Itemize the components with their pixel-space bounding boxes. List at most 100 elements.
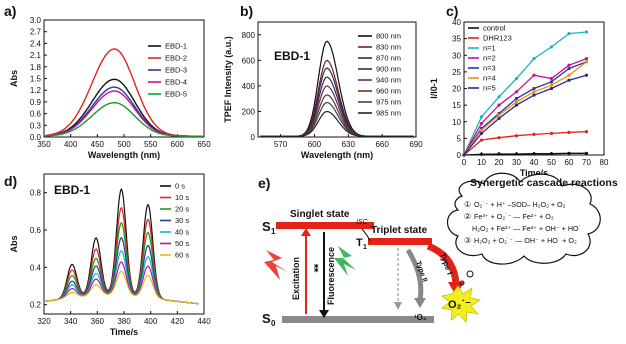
y-tick-label: 40 bbox=[452, 18, 461, 27]
series-line bbox=[463, 31, 587, 156]
data-point bbox=[584, 73, 589, 77]
t1-subscript: 1 bbox=[363, 244, 367, 251]
y-tick-label: 5 bbox=[457, 134, 462, 143]
data-point bbox=[479, 128, 484, 132]
y-axis-label: Abs bbox=[9, 70, 19, 87]
series-line bbox=[463, 57, 587, 156]
data-point bbox=[584, 30, 589, 34]
y-axis-label: Abs bbox=[9, 235, 19, 252]
x-axis-label: Wavelength (nm) bbox=[88, 150, 160, 160]
y-tick-label: 2.1 bbox=[30, 51, 42, 60]
data-point bbox=[479, 131, 484, 135]
panel-label: c) bbox=[446, 3, 458, 19]
x-tick-label: 350 bbox=[37, 140, 51, 149]
x-tick-label: 70 bbox=[582, 158, 591, 167]
x-axis-label: Time/s bbox=[520, 168, 548, 178]
data-point bbox=[549, 86, 554, 91]
y-tick-label: 400 bbox=[242, 82, 256, 91]
x-tick-label: 650 bbox=[197, 140, 211, 149]
legend-entry: 20 s bbox=[175, 205, 189, 214]
x-tick-label: 690 bbox=[409, 140, 423, 149]
data-point bbox=[514, 103, 519, 107]
y-tick-label: 0 bbox=[457, 151, 462, 160]
x-tick-label: 20 bbox=[495, 158, 504, 167]
panel-label: d) bbox=[4, 173, 17, 189]
panel-c: c)0 10 20 30 40 50 60 70 800510152025303540Time/… bbox=[429, 3, 609, 178]
legend-entry: 870 nm bbox=[376, 54, 401, 63]
panel-label: a) bbox=[4, 3, 16, 19]
cloud-bubble-1 bbox=[466, 270, 474, 278]
legend-entry: 830 nm bbox=[376, 43, 401, 52]
data-point bbox=[497, 103, 501, 107]
type1-arrow bbox=[426, 242, 460, 285]
y-tick-label: 35 bbox=[452, 35, 461, 44]
s0-subscript: 0 bbox=[271, 319, 276, 328]
t1-label: T bbox=[356, 237, 363, 249]
data-point bbox=[549, 80, 554, 84]
legend-entry: 10 s bbox=[175, 193, 189, 202]
data-point bbox=[532, 132, 536, 136]
data-point bbox=[479, 138, 484, 142]
y-tick-label: 30 bbox=[452, 51, 461, 60]
legend-entry: EBD-1 bbox=[165, 42, 187, 51]
x-tick-label: 400 bbox=[64, 140, 78, 149]
legend-entry: 975 nm bbox=[376, 98, 401, 107]
panel-e-label: e) bbox=[258, 175, 270, 191]
reaction3-text: H₂O₂ + O₂˙⁻ ⎯⎯ OH⁻ + HO˙ + O₂ bbox=[474, 236, 577, 245]
data-point bbox=[549, 45, 554, 49]
y-tick-label: 0.9 bbox=[30, 98, 42, 107]
x-axis-label: Time/s bbox=[110, 327, 138, 337]
data-point bbox=[532, 86, 536, 91]
series-line bbox=[45, 101, 203, 137]
legend-entry: n=4 bbox=[483, 74, 496, 83]
data-point bbox=[549, 152, 554, 156]
s1-label: S bbox=[262, 219, 271, 234]
y-axis-label: I/I0-1 bbox=[429, 78, 439, 99]
reaction2b-text: H₂O₂ + Fe²⁺ ⎯⎯ Fe³⁺ + OH⁻ + HO˙ bbox=[472, 224, 581, 233]
data-point bbox=[514, 90, 519, 94]
reaction1-number: ① bbox=[464, 200, 471, 209]
panel-a: a) 350 400 450 500 550 600 650 0.0 0.3 0.6 0.9 1.2 1.… bbox=[4, 3, 211, 160]
x-tick-label: 420 bbox=[171, 317, 185, 326]
series-line bbox=[45, 78, 203, 137]
data-point bbox=[549, 131, 554, 135]
y-tick-label: 0.4 bbox=[30, 263, 42, 272]
data-point bbox=[462, 153, 466, 157]
data-point bbox=[532, 93, 536, 97]
data-point bbox=[549, 83, 554, 87]
isc-label: ISC bbox=[356, 219, 369, 226]
series-line bbox=[43, 270, 199, 305]
y-tick-label: 0.8 bbox=[30, 189, 42, 198]
data-point bbox=[514, 76, 519, 81]
data-point bbox=[567, 63, 571, 67]
series-line bbox=[463, 74, 587, 156]
data-point bbox=[514, 100, 519, 104]
data-point bbox=[584, 130, 589, 134]
isc-arrow bbox=[361, 228, 371, 242]
singlet-oxygen-label: ¹O₂ bbox=[414, 313, 427, 322]
x-tick-label: 80 bbox=[600, 158, 609, 167]
legend-entry: n=1 bbox=[483, 44, 496, 53]
data-point bbox=[567, 151, 571, 155]
legend-entry: EBD-5 bbox=[165, 90, 187, 99]
data-point bbox=[567, 78, 571, 82]
data-point bbox=[567, 66, 571, 71]
legend-entry: 800 nm bbox=[376, 32, 401, 41]
x-tick-label: 50 bbox=[547, 158, 556, 167]
x-tick-label: 0 bbox=[462, 158, 467, 167]
panel-d: d) 320 340 360 380 400 420 440 0.2 0.4 0.6 0.8 Time/… bbox=[4, 173, 211, 337]
green-lightning-icon bbox=[334, 246, 356, 276]
reaction3-number: ③ bbox=[464, 236, 471, 245]
singlet-state-label: Singlet state bbox=[290, 209, 350, 220]
y-tick-label: 600 bbox=[242, 56, 256, 65]
data-point bbox=[479, 152, 484, 156]
series-line bbox=[463, 131, 587, 156]
x-tick-label: 340 bbox=[64, 317, 78, 326]
y-tick-label: 0.0 bbox=[30, 133, 42, 142]
legend-entry: 960 nm bbox=[376, 87, 401, 96]
y-tick-label: 2.4 bbox=[30, 39, 42, 48]
x-tick-label: 60 bbox=[565, 158, 574, 167]
y-tick-label: 0.6 bbox=[30, 226, 42, 235]
x-tick-label: 500 bbox=[117, 140, 131, 149]
s0-level-bar bbox=[282, 316, 434, 323]
